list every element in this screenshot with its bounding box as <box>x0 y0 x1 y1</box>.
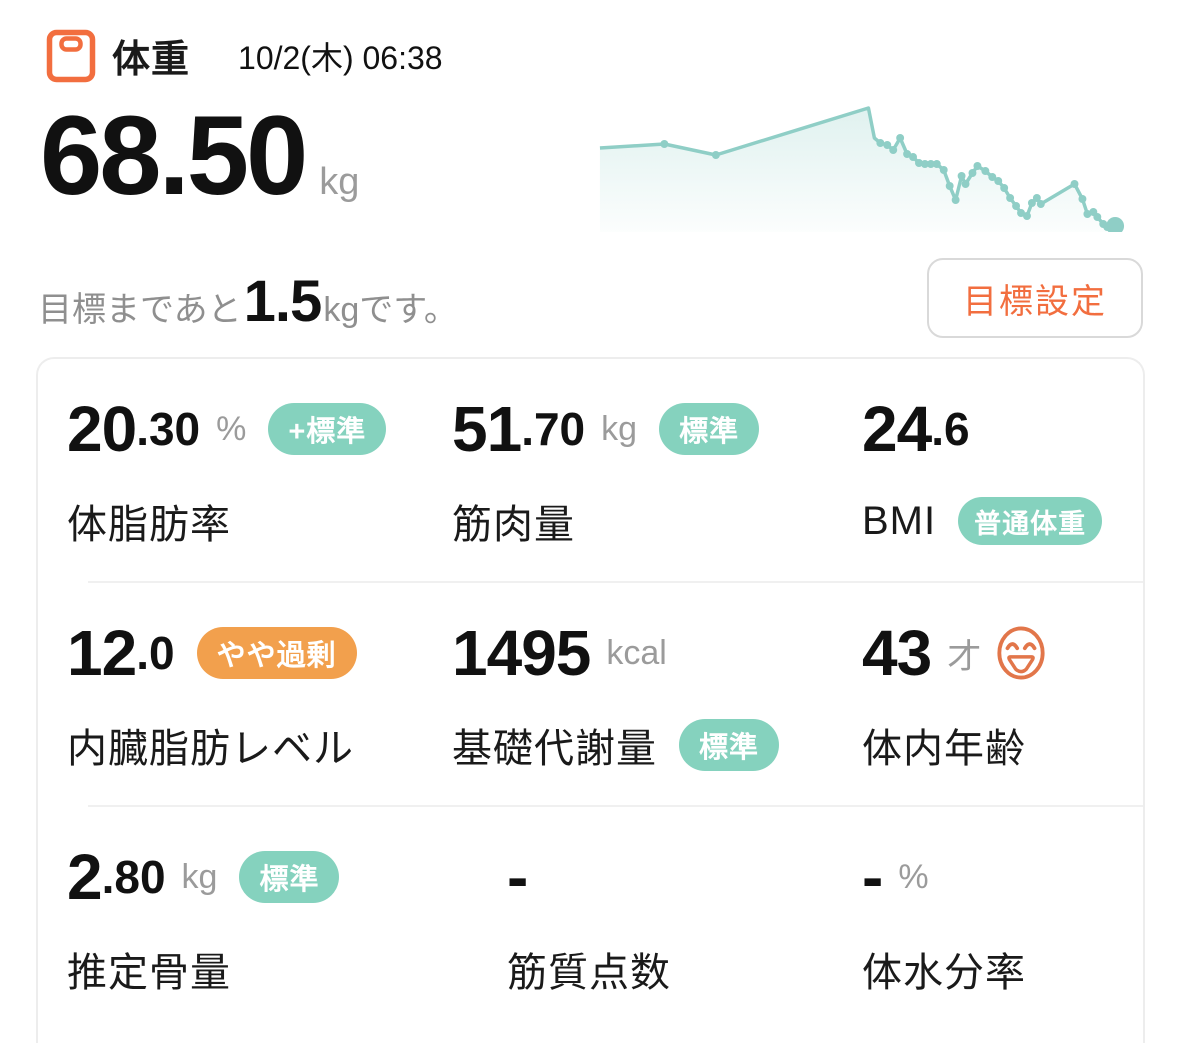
row-divider <box>88 805 1143 807</box>
metric-body-age: 43 才 体内年齢 <box>862 621 1143 771</box>
metric-label: 体脂肪率 <box>67 503 231 547</box>
metric-unit: kcal <box>606 633 667 672</box>
metric-visceral-fat: 12.0 やや過剰 内臓脂肪レベル <box>38 621 452 771</box>
metric-unit: kg <box>601 409 638 448</box>
status-badge: +標準 <box>268 403 387 455</box>
goal-setting-button[interactable]: 目標設定 <box>927 258 1143 338</box>
metric-value: 43 <box>862 617 932 689</box>
metric-value: - <box>862 841 883 913</box>
measurement-datetime: 10/2(木) 06:38 <box>238 39 443 76</box>
weight-scale-icon <box>46 29 96 82</box>
metrics-row-2: 12.0 やや過剰 内臓脂肪レベル 1495 kcal 基礎代謝量 標準 43 <box>38 583 1143 805</box>
metric-body-water: - % 体水分率 <box>862 845 1143 995</box>
smiley-happy-icon <box>997 626 1045 680</box>
metric-value: 1495 <box>452 617 591 689</box>
metric-value: 24 <box>862 393 932 465</box>
header: 体重 10/2(木) 06:38 <box>46 28 443 83</box>
goal-setting-button-label: 目標設定 <box>963 282 1107 321</box>
status-badge: 標準 <box>239 851 340 903</box>
metric-unit: % <box>898 857 929 896</box>
status-badge: 標準 <box>659 403 760 455</box>
metrics-card: 20.30 % +標準 体脂肪率 51.70 kg 標準 筋肉量 24.6 <box>36 357 1145 1043</box>
metric-value: 12 <box>67 617 137 689</box>
metric-muscle-quality: - 筋質点数 <box>452 845 862 995</box>
goal-suffix: kgです。 <box>323 291 458 329</box>
goal-remaining-text: 目標まであと 1.5 kgです。 <box>38 268 458 335</box>
metric-muscle-mass: 51.70 kg 標準 筋肉量 <box>452 397 862 547</box>
weight-value: 68.50 <box>40 93 308 218</box>
metric-value: 51 <box>452 393 522 465</box>
goal-prefix: 目標まであと <box>38 291 242 329</box>
metric-label: BMI <box>862 498 937 543</box>
metrics-row-3: 2.80 kg 標準 推定骨量 - 筋質点数 - % 体水分率 <box>38 807 1143 1029</box>
metric-basal-metabolism: 1495 kcal 基礎代謝量 標準 <box>452 621 862 771</box>
metric-value: 2 <box>67 841 103 913</box>
metric-label: 体水分率 <box>862 951 1026 995</box>
metric-body-fat: 20.30 % +標準 体脂肪率 <box>38 397 452 547</box>
metric-bone-mass: 2.80 kg 標準 推定骨量 <box>38 845 452 995</box>
status-badge: やや過剰 <box>196 627 357 679</box>
metric-label: 筋肉量 <box>452 503 575 547</box>
status-badge: 普通体重 <box>958 497 1103 545</box>
metric-value: - <box>507 841 528 913</box>
metrics-row-1: 20.30 % +標準 体脂肪率 51.70 kg 標準 筋肉量 24.6 <box>38 359 1143 581</box>
metric-label: 基礎代謝量 <box>452 727 657 771</box>
row-divider <box>88 581 1143 583</box>
metric-unit: 才 <box>947 637 982 676</box>
status-badge: 標準 <box>679 719 780 771</box>
metric-value: 20 <box>67 393 137 465</box>
metric-unit: kg <box>181 857 218 896</box>
goal-remaining-value: 1.5 <box>243 269 323 334</box>
metric-label: 体内年齢 <box>862 727 1026 771</box>
metric-label: 内臓脂肪レベル <box>67 727 354 771</box>
metric-label: 推定骨量 <box>67 951 231 995</box>
page-title: 体重 <box>112 39 191 81</box>
metric-label: 筋質点数 <box>507 951 671 995</box>
weight-unit: kg <box>319 161 360 203</box>
weight-trend-chart[interactable] <box>595 92 1130 232</box>
weight-value-row: 68.50 kg <box>40 93 360 218</box>
metric-unit: % <box>216 409 247 448</box>
metric-bmi: 24.6 BMI 普通体重 <box>862 397 1143 547</box>
